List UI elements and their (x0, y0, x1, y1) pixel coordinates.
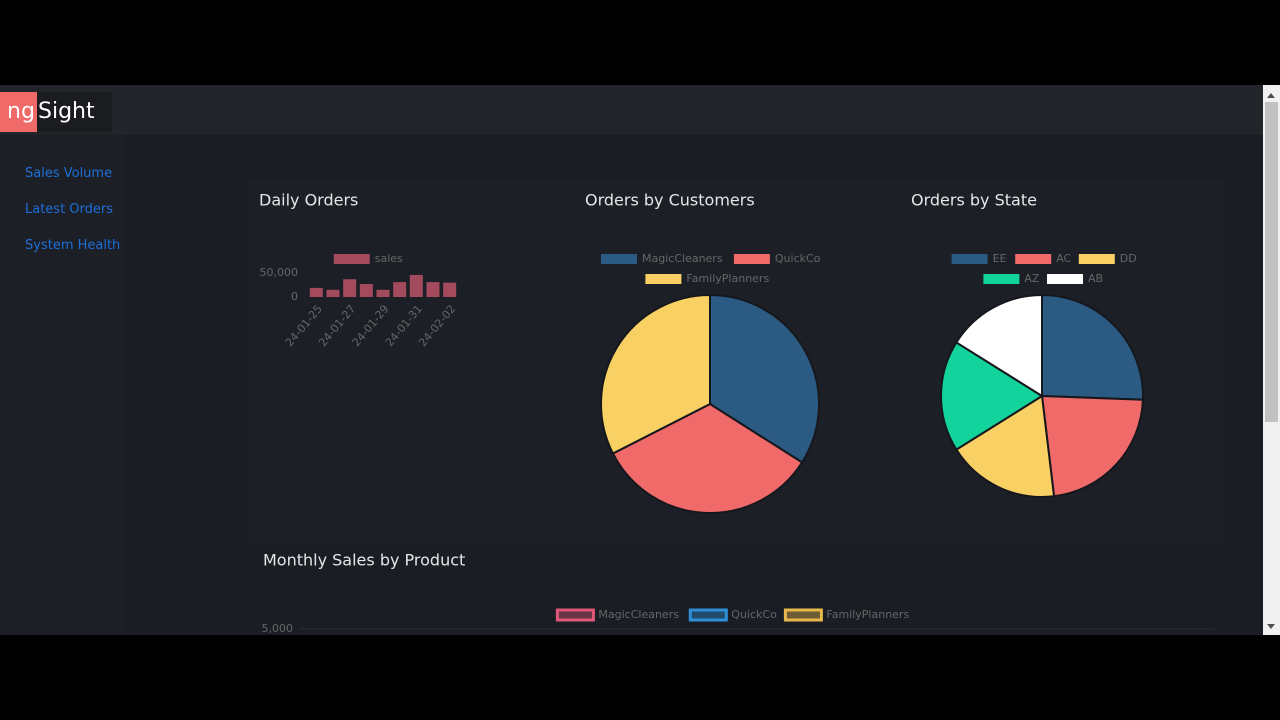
legend-swatch (1047, 274, 1083, 284)
nav-link[interactable]: System Health (25, 238, 121, 253)
chart-title: Daily Orders (259, 191, 358, 210)
scroll-up (1267, 93, 1275, 98)
legend-swatch (783, 608, 823, 622)
chart-title: Monthly Sales by Product (263, 551, 465, 570)
header-bar (0, 85, 1263, 135)
legend-swatch (333, 254, 370, 264)
legend-label: EE (993, 252, 1007, 265)
legend-label: AZ (1024, 272, 1040, 285)
bar (409, 274, 423, 297)
nav-link[interactable]: Sales Volume (25, 166, 113, 181)
pie-slice (611, 402, 804, 514)
legend-label: DD (1120, 252, 1137, 265)
pie-slice (1041, 293, 1144, 401)
legend-label: AB (1088, 272, 1103, 285)
legend-swatch (1078, 254, 1115, 264)
legend-label: MagicCleaners (598, 608, 679, 621)
bar (393, 282, 407, 297)
pie-slice (940, 341, 1044, 451)
bar (343, 279, 357, 297)
sidebar (0, 135, 125, 635)
sidebar-nav: Sales Volume Latest Orders System Health (25, 164, 120, 272)
legend-swatch (601, 254, 637, 264)
bar (376, 289, 390, 297)
chart-title: Orders by Customers (585, 191, 755, 210)
logo-suffix: Sight (38, 99, 95, 124)
nav-link[interactable]: Latest Orders (25, 202, 114, 217)
legend-label: AC (1056, 252, 1071, 265)
bar (426, 282, 440, 297)
logo-mark (0, 92, 37, 132)
legend-label: sales (375, 252, 403, 265)
legend-label: QuickCo (731, 608, 777, 621)
legend-label: MagicCleaners (642, 252, 723, 265)
legend-label: FamilyPlanners (826, 608, 909, 621)
scrollbar-thumb (1265, 102, 1278, 422)
pie-slice (955, 293, 1043, 398)
legend-swatch (951, 254, 988, 264)
chart-title: Orders by State (911, 191, 1037, 210)
pie-slice (600, 293, 711, 455)
bar (443, 282, 457, 297)
pie-slice (1040, 394, 1144, 498)
y-tick-label: 50,000 (260, 266, 299, 279)
bar (359, 284, 373, 297)
bar (309, 287, 323, 297)
y-tick-label: 5,000 (262, 622, 294, 635)
legend-label: FamilyPlanners (686, 272, 769, 285)
legend-swatch (1015, 254, 1052, 264)
scroll-down (1267, 624, 1275, 629)
legend-swatch (688, 608, 728, 622)
y-tick-label: 0 (291, 290, 298, 303)
pie-slice (955, 394, 1056, 498)
bottom-bar (0, 635, 1280, 720)
legend-swatch (645, 274, 682, 284)
logo-prefix: ng (7, 99, 35, 124)
bar (326, 289, 340, 297)
legend-label: QuickCo (775, 252, 821, 265)
legend-swatch (733, 254, 770, 264)
legend-swatch (555, 608, 595, 622)
legend-swatch (983, 274, 1020, 284)
